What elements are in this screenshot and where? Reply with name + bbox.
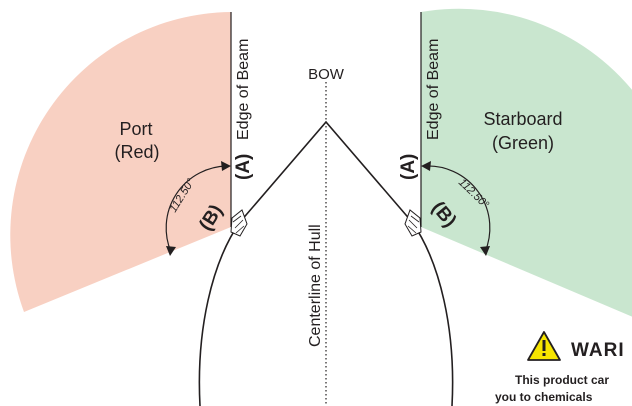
bow-label: BOW bbox=[308, 66, 345, 83]
warning-triangle-icon bbox=[528, 332, 560, 360]
warning-text-line-2: you to chemicals bbox=[495, 390, 593, 404]
warning-title: WARI bbox=[571, 340, 625, 361]
port-light-sector bbox=[10, 12, 231, 312]
centerline-label: Centerline of Hull bbox=[307, 224, 324, 347]
warning-text-line-1: This product car bbox=[515, 373, 609, 387]
starboard-edge-of-beam-label: Edge of Beam bbox=[425, 39, 442, 140]
starboard-color-label: (Green) bbox=[492, 133, 554, 153]
port-edge-of-beam-label: Edge of Beam bbox=[235, 39, 252, 140]
port-light-fixture bbox=[231, 210, 247, 236]
starboard-light-fixture bbox=[405, 210, 421, 236]
port-tag-a: (A) bbox=[233, 154, 254, 180]
port-name-label: Port bbox=[119, 119, 152, 139]
starboard-light-sector bbox=[421, 9, 632, 320]
starboard-tag-a: (A) bbox=[398, 154, 419, 180]
starboard-name-label: Starboard bbox=[483, 109, 562, 129]
port-color-label: (Red) bbox=[114, 142, 159, 162]
warning-block: WARI This product car you to chemicals bbox=[495, 332, 625, 404]
